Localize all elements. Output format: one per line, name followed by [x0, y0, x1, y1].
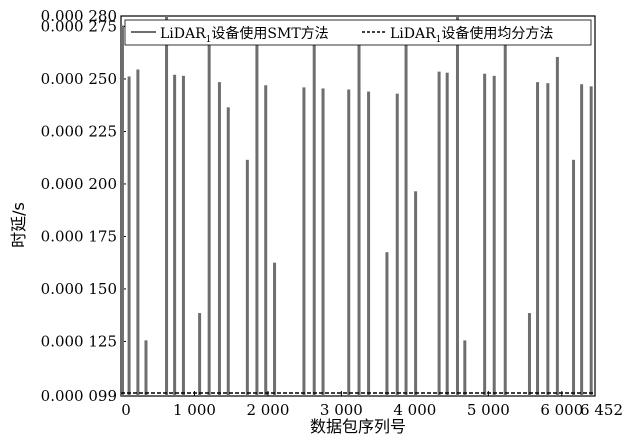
smt-bar	[264, 85, 268, 396]
legend-smt-label: LiDAR1设备使用SMT方法	[160, 25, 329, 45]
smt-bar	[492, 75, 496, 396]
y-axis-ticks: 0.000 099 0.000 125 0.000 150 0.000 175 0.00…	[41, 7, 126, 405]
y-tick-label: 0.000 280	[41, 7, 117, 25]
smt-bar	[395, 93, 399, 396]
legend-even-split-label: LiDAR1设备使用均分方法	[390, 25, 553, 45]
y-tick-label: 0.000 225	[41, 122, 117, 140]
smt-bar	[589, 86, 593, 397]
x-tick-label: 1 000	[173, 401, 216, 419]
x-tick-label: 6 452	[580, 401, 623, 419]
smt-bar	[136, 69, 140, 396]
smt-bar	[385, 252, 389, 396]
smt-bar	[173, 74, 177, 396]
smt-bar	[347, 89, 351, 397]
x-axis-label: 数据包序列号	[310, 417, 406, 436]
smt-bar	[555, 56, 559, 396]
smt-bar	[120, 25, 124, 397]
y-axis-label: 时延/s	[9, 202, 28, 248]
smt-bar	[580, 84, 584, 396]
x-tick-label: 6 000	[540, 401, 583, 419]
smt-bar	[273, 262, 277, 396]
y-tick-label: 0.000 099	[41, 387, 117, 405]
smt-bar	[483, 73, 487, 397]
smt-bar	[198, 313, 202, 396]
smt-bar	[255, 28, 259, 397]
y-tick-label: 0.000 250	[41, 70, 117, 88]
smt-bar	[312, 33, 316, 396]
smt-bar	[455, 17, 459, 397]
x-tick-label: 5 000	[467, 401, 510, 419]
smt-bar	[445, 72, 449, 396]
smt-bar	[245, 159, 249, 396]
y-tick-label: 0.000 200	[41, 175, 117, 193]
smt-bar	[463, 340, 467, 396]
x-tick-label: 0	[121, 401, 131, 419]
smt-bar	[226, 107, 230, 397]
x-tick-label: 4 000	[393, 401, 436, 419]
smt-bar	[527, 313, 531, 396]
x-tick-label: 2 000	[246, 401, 289, 419]
y-tick-label: 0.000 175	[41, 227, 117, 245]
smt-bar	[503, 22, 507, 397]
smt-bar	[572, 159, 576, 396]
smt-series-bars	[120, 16, 593, 397]
smt-bar	[437, 71, 441, 396]
smt-bar	[302, 87, 306, 396]
smt-bar	[414, 191, 418, 396]
smt-bar	[367, 91, 371, 396]
smt-bar	[404, 30, 408, 396]
x-tick-label: 3 000	[320, 401, 363, 419]
smt-bar	[536, 82, 540, 396]
smt-bar	[207, 25, 211, 397]
smt-bar	[357, 35, 361, 396]
y-tick-label: 0.000 125	[41, 332, 117, 350]
y-tick-label: 0.000 275	[41, 17, 117, 35]
smt-bar	[165, 16, 169, 396]
smt-bar	[181, 75, 185, 396]
legend: LiDAR1设备使用SMT方法 LiDAR1设备使用均分方法	[124, 19, 592, 46]
plot-area: 0.000 099 0.000 125 0.000 150 0.000 175 0.00…	[41, 7, 623, 419]
smt-bar	[217, 82, 221, 396]
legend-box	[124, 19, 592, 46]
smt-bar	[127, 76, 131, 397]
smt-bar	[546, 83, 550, 397]
y-tick-label: 0.000 150	[41, 280, 117, 298]
smt-bar	[144, 340, 148, 396]
smt-bar	[321, 88, 325, 396]
